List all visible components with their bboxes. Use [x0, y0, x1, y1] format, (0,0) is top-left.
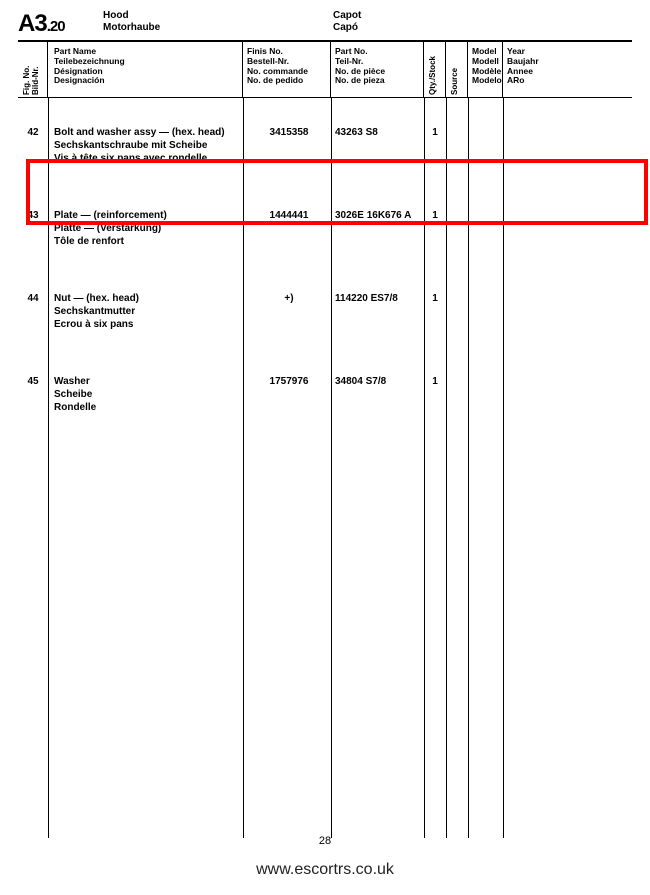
cell-qty: 1	[424, 126, 446, 165]
header-finis: Finis No. Bestell-Nr. No. commande No. d…	[243, 42, 331, 97]
cell-model	[468, 126, 503, 165]
cell-year	[503, 375, 543, 414]
cell-finis: +)	[243, 292, 331, 331]
cell-source	[446, 209, 468, 248]
table-body: 42Bolt and washer assy — (hex. head)Sech…	[18, 98, 632, 838]
header-year: Year Baujahr Annee ARo	[503, 42, 543, 97]
title-left: Hood Motorhaube	[103, 10, 333, 34]
cell-year	[503, 292, 543, 331]
cell-model	[468, 375, 503, 414]
cell-model	[468, 292, 503, 331]
title-fr: Capot	[333, 10, 361, 22]
title-right: Capot Capó	[333, 10, 361, 34]
cell-name: Plate — (reinforcement)Platte — (Verstär…	[48, 209, 243, 248]
header-fig: Fig. No. Bild-Nr.	[18, 42, 48, 97]
table-row: 42Bolt and washer assy — (hex. head)Sech…	[18, 98, 632, 187]
section-code: A3.20	[18, 10, 103, 38]
column-headers: Fig. No. Bild-Nr. Part Name Teilebezeich…	[18, 42, 632, 98]
title-es: Capó	[333, 22, 361, 34]
cell-source	[446, 375, 468, 414]
page-header: A3.20 Hood Motorhaube Capot Capó	[18, 10, 632, 42]
cell-name: WasherScheibeRondelle	[48, 375, 243, 414]
table-row: 43Plate — (reinforcement)Platte — (Verst…	[18, 187, 632, 270]
cell-partno: 114220 ES7/8	[331, 292, 424, 331]
cell-qty: 1	[424, 375, 446, 414]
cell-finis: 3415358	[243, 126, 331, 165]
table-row: 44Nut — (hex. head)SechskantmutterEcrou …	[18, 270, 632, 353]
cell-fig: 44	[18, 292, 48, 331]
cell-source	[446, 292, 468, 331]
cell-fig: 43	[18, 209, 48, 248]
cell-partno: 3026E 16K676 A	[331, 209, 424, 248]
parts-catalog-page: A3.20 Hood Motorhaube Capot Capó Fig. No…	[0, 0, 650, 895]
cell-year	[503, 209, 543, 248]
watermark-url: www.escortrs.co.uk	[0, 861, 650, 879]
section-code-main: A3	[18, 10, 47, 37]
header-source: Source	[446, 42, 468, 97]
cell-source	[446, 126, 468, 165]
parts-table: Fig. No. Bild-Nr. Part Name Teilebezeich…	[18, 42, 632, 837]
page-number: 28	[0, 835, 650, 847]
cell-partno: 43263 S8	[331, 126, 424, 165]
header-qty: Qty./Stock	[424, 42, 446, 97]
cell-partno: 34804 S7/8	[331, 375, 424, 414]
cell-fig: 45	[18, 375, 48, 414]
cell-finis: 1757976	[243, 375, 331, 414]
table-row: 45WasherScheibeRondelle175797634804 S7/8…	[18, 353, 632, 436]
cell-year	[503, 126, 543, 165]
title-en: Hood	[103, 10, 333, 22]
cell-fig: 42	[18, 126, 48, 165]
title-de: Motorhaube	[103, 22, 333, 34]
section-code-sub: .20	[47, 18, 65, 35]
cell-model	[468, 209, 503, 248]
cell-qty: 1	[424, 209, 446, 248]
cell-name: Nut — (hex. head)SechskantmutterEcrou à …	[48, 292, 243, 331]
cell-finis: 1444441	[243, 209, 331, 248]
cell-name: Bolt and washer assy — (hex. head)Sechsk…	[48, 126, 243, 165]
header-model: Model Modell Modèle Modelo	[468, 42, 503, 97]
header-partname: Part Name Teilebezeichnung Désignation D…	[48, 42, 243, 97]
cell-qty: 1	[424, 292, 446, 331]
header-partno: Part No. Teil-Nr. No. de pièce No. de pi…	[331, 42, 424, 97]
